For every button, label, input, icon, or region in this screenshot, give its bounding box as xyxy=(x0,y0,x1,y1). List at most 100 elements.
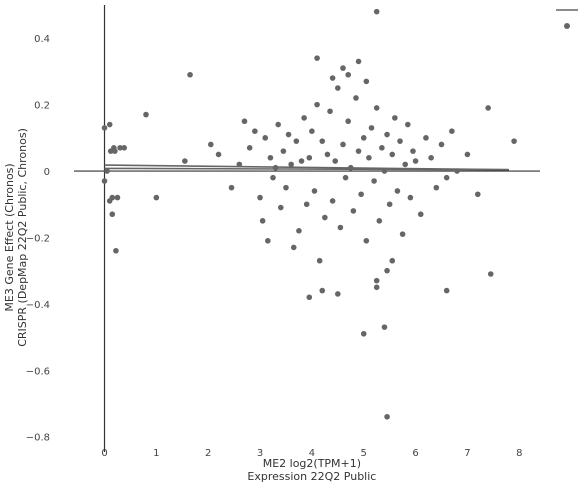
data-point xyxy=(215,151,222,158)
data-point xyxy=(355,148,362,154)
data-point xyxy=(109,211,116,218)
data-point xyxy=(275,121,281,128)
data-point xyxy=(241,118,248,125)
data-point xyxy=(368,125,375,131)
data-point xyxy=(113,247,119,254)
data-point xyxy=(306,294,313,301)
data-point xyxy=(280,148,287,154)
data-point xyxy=(109,194,116,201)
x-tick-label: 5 xyxy=(361,448,367,459)
outlier-point xyxy=(381,324,388,330)
labels-layer: 0.4 0.2 0 −0.2 −0.4 −0.6 −0.8 0 1 2 3 4 5 6 7 8 ME2 log2… xyxy=(3,34,522,483)
data-point xyxy=(267,154,274,161)
data-point xyxy=(485,105,491,111)
data-point xyxy=(342,174,349,181)
data-point xyxy=(358,191,364,198)
data-point xyxy=(464,151,471,158)
data-point xyxy=(384,131,390,138)
data-point xyxy=(296,228,302,234)
data-point xyxy=(443,174,450,181)
data-point xyxy=(384,267,390,274)
data-point xyxy=(252,128,258,134)
y-axis-title: ME3 Gene Effect (Chronos) xyxy=(3,163,16,311)
data-point xyxy=(386,201,393,208)
data-point xyxy=(143,111,149,118)
trend-line xyxy=(104,167,509,171)
data-point xyxy=(423,135,429,141)
data-point xyxy=(314,101,320,108)
points-layer xyxy=(101,8,517,420)
data-point xyxy=(104,168,110,174)
data-point xyxy=(337,224,344,231)
data-point xyxy=(363,237,370,244)
data-point xyxy=(511,138,517,144)
data-point xyxy=(402,161,409,168)
data-point xyxy=(303,201,310,208)
data-point xyxy=(397,138,403,144)
y-tick-label: −0.6 xyxy=(26,366,50,377)
data-point xyxy=(373,105,380,111)
y-tick-label: 0.2 xyxy=(34,101,50,112)
data-point xyxy=(389,151,396,158)
data-point xyxy=(340,65,346,71)
data-point xyxy=(433,184,440,191)
x-tick-label: 2 xyxy=(205,448,211,459)
data-point xyxy=(298,158,305,164)
data-point xyxy=(417,211,424,218)
data-point xyxy=(106,121,113,128)
data-point xyxy=(246,144,253,151)
x-tick-label: 7 xyxy=(464,448,470,459)
data-point xyxy=(407,194,414,201)
data-point xyxy=(394,188,401,194)
data-point xyxy=(487,271,494,277)
data-point xyxy=(319,138,326,144)
y-tick-label: 0.4 xyxy=(34,34,50,45)
data-point xyxy=(121,144,128,151)
data-point xyxy=(101,178,108,184)
x-axis-title: ME2 log2(TPM+1) xyxy=(263,457,361,470)
data-point xyxy=(288,161,294,168)
data-point xyxy=(345,71,351,78)
legend-layer xyxy=(556,9,578,29)
data-point xyxy=(182,158,188,164)
x-tick-label: 8 xyxy=(516,448,522,459)
data-point xyxy=(412,158,419,164)
data-point xyxy=(449,128,455,134)
data-point xyxy=(285,131,292,138)
x-tick-label: 6 xyxy=(412,448,418,459)
data-point xyxy=(373,284,380,291)
y-tick-label: −0.8 xyxy=(26,433,50,444)
x-tick-label: 0 xyxy=(101,448,107,459)
data-point xyxy=(283,184,289,191)
data-point xyxy=(345,118,351,125)
x-tick-label: 3 xyxy=(257,448,263,459)
data-point xyxy=(187,71,193,78)
y-tick-label: −0.2 xyxy=(26,233,50,244)
data-point xyxy=(363,78,370,85)
data-point xyxy=(327,108,333,115)
data-point xyxy=(314,55,320,61)
data-point xyxy=(443,287,450,294)
x-tick-label: 1 xyxy=(153,448,159,459)
data-point xyxy=(228,184,235,191)
data-point xyxy=(350,208,357,214)
data-point xyxy=(316,257,323,264)
outlier-point xyxy=(384,413,390,420)
data-point xyxy=(324,151,331,158)
data-point xyxy=(438,141,445,148)
data-point xyxy=(114,194,121,201)
data-point xyxy=(371,178,377,184)
data-point xyxy=(404,121,411,128)
y-axis-subtitle: CRISPR (DepMap 22Q2 Public, Chronos) xyxy=(16,128,29,347)
data-point xyxy=(376,218,383,224)
data-point xyxy=(290,244,297,251)
data-point xyxy=(329,75,336,81)
data-point xyxy=(265,237,271,244)
data-point xyxy=(319,287,326,294)
data-point xyxy=(335,291,341,297)
y-tick-label: −0.4 xyxy=(26,300,50,311)
data-point xyxy=(392,115,398,121)
legend-marker-swatch xyxy=(564,23,570,29)
